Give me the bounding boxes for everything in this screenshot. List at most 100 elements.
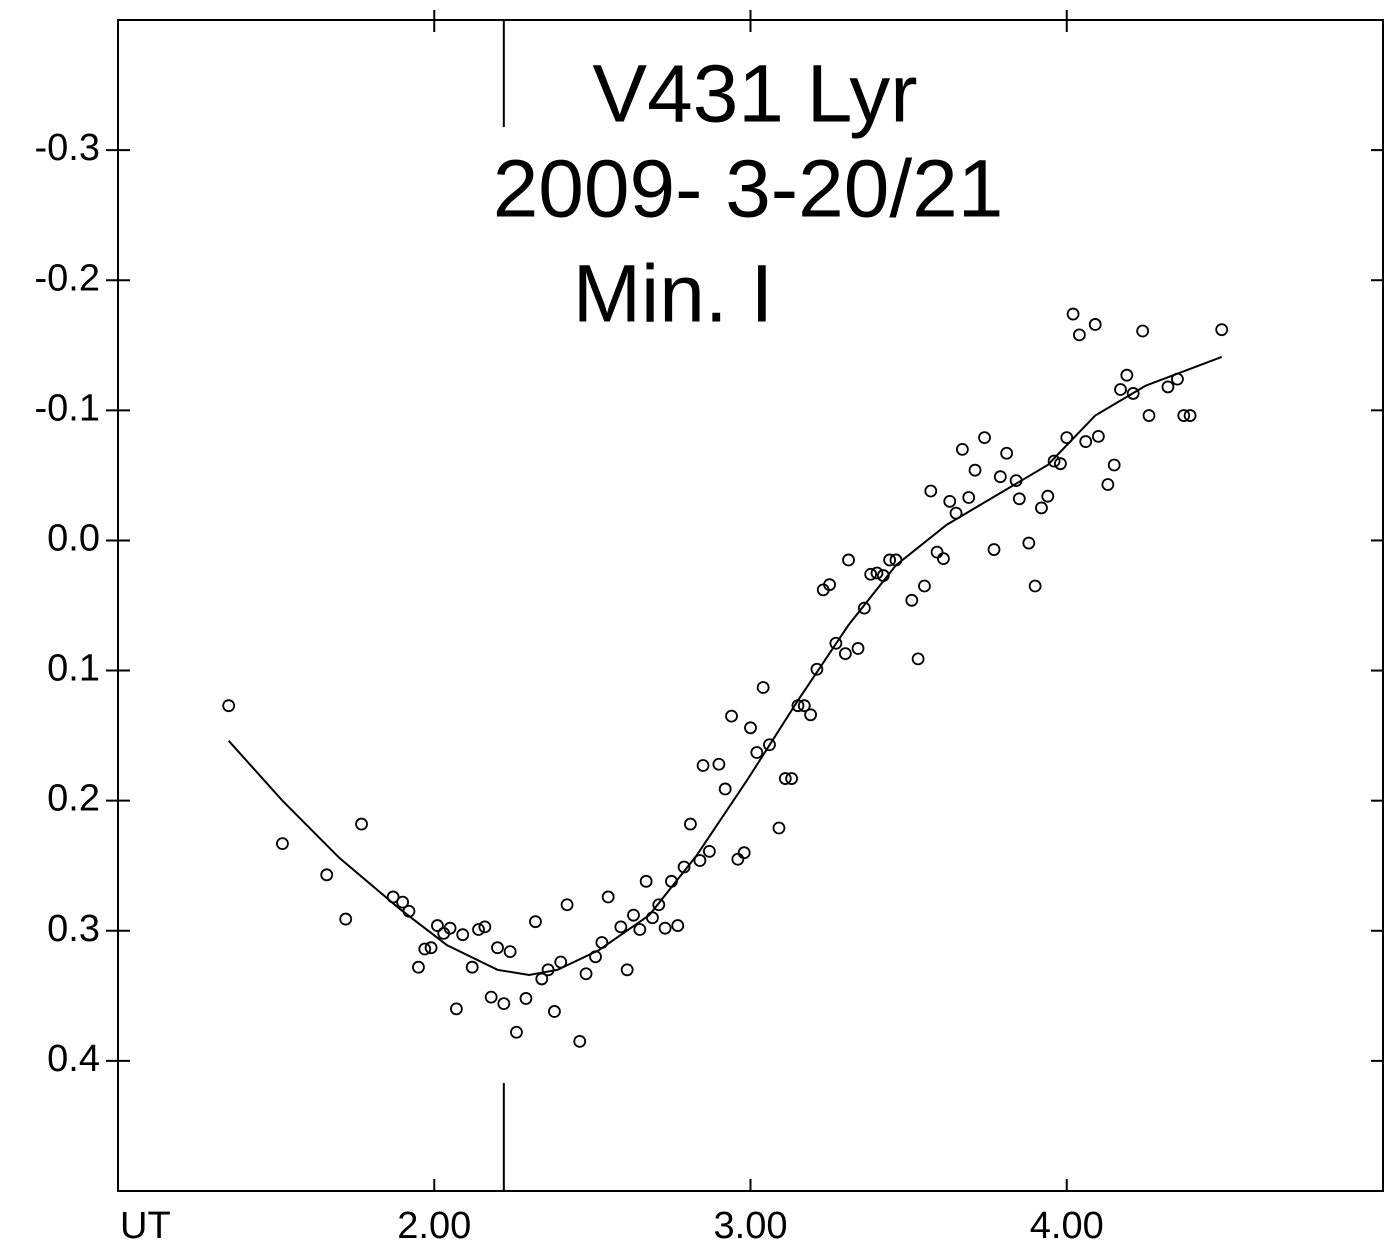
data-point — [601, 890, 615, 904]
data-point — [412, 960, 425, 974]
data-point — [810, 662, 824, 676]
data-point — [1107, 458, 1121, 472]
data-point — [1088, 318, 1102, 331]
y-tick-label: -0.2 — [35, 257, 100, 299]
data-point — [987, 543, 1001, 556]
data-point — [731, 852, 745, 866]
data-point — [639, 874, 653, 888]
data-point — [519, 992, 533, 1005]
y-tick-label: -0.3 — [35, 127, 100, 169]
data-point — [1073, 328, 1086, 342]
data-point — [924, 484, 938, 498]
data-point — [646, 911, 659, 925]
data-point — [772, 821, 786, 835]
data-point — [222, 699, 236, 713]
data-point — [456, 928, 470, 942]
y-tick-label: 0.2 — [47, 778, 100, 820]
data-point — [943, 495, 957, 508]
data-point — [478, 920, 492, 934]
data-point — [785, 772, 799, 785]
data-point — [1054, 457, 1067, 471]
chart-title: V431 Lyr — [592, 49, 917, 140]
data-point — [355, 817, 368, 831]
data-point — [737, 846, 751, 860]
data-point — [1012, 492, 1026, 506]
x-axis-label: UT — [120, 1205, 171, 1247]
data-point — [541, 963, 555, 977]
data-point — [918, 579, 931, 593]
data-point — [1028, 579, 1042, 593]
data-point — [627, 908, 640, 922]
data-point — [491, 941, 504, 955]
y-tick-label: 0.4 — [47, 1038, 100, 1080]
data-point — [620, 963, 634, 977]
data-point — [1120, 368, 1134, 382]
data-point — [548, 1005, 561, 1018]
fit-line — [227, 356, 1223, 977]
data-point — [870, 566, 884, 580]
data-point — [497, 997, 511, 1011]
data-point — [573, 1034, 587, 1048]
data-point — [962, 491, 976, 504]
data-point — [750, 746, 764, 759]
data-point — [1126, 387, 1140, 400]
data-point — [1142, 409, 1156, 422]
data-point — [744, 721, 757, 735]
data-point — [829, 636, 843, 650]
y-tick-label: 0.1 — [47, 648, 100, 690]
data-point — [465, 960, 479, 974]
data-point — [1000, 446, 1014, 460]
x-tick-label: 4.00 — [1030, 1205, 1104, 1247]
data-point — [671, 919, 685, 932]
data-point — [1101, 478, 1115, 491]
data-point — [905, 593, 919, 607]
data-point — [276, 837, 289, 851]
data-point — [851, 642, 865, 655]
data-point — [763, 738, 776, 752]
data-point — [1183, 409, 1197, 422]
x-tick-label: 2.00 — [397, 1205, 471, 1247]
data-point — [443, 921, 457, 935]
data-point — [1035, 501, 1048, 515]
data-point — [1177, 409, 1191, 422]
data-point — [1091, 429, 1105, 443]
data-point — [696, 759, 710, 772]
chart-subtitle: 2009- 3-20/21 — [493, 144, 1004, 235]
data-point — [320, 868, 334, 882]
data-point — [702, 845, 716, 858]
data-point — [472, 923, 485, 936]
data-point — [579, 967, 593, 981]
data-point — [449, 1002, 463, 1016]
data-point — [484, 990, 498, 1004]
data-point — [857, 601, 871, 615]
data-point — [968, 463, 982, 477]
data-point — [658, 921, 672, 935]
data-point — [955, 442, 969, 456]
data-point — [431, 919, 444, 932]
data-point — [937, 552, 950, 566]
data-point — [1022, 536, 1036, 550]
data-point — [823, 578, 836, 592]
y-tick-label: 0.0 — [47, 517, 100, 559]
data-point — [1047, 454, 1061, 468]
data-point — [560, 898, 574, 912]
data-point — [930, 545, 944, 559]
data-point — [1136, 324, 1150, 338]
data-point — [1079, 435, 1093, 448]
data-point — [693, 854, 707, 867]
data-point — [339, 912, 353, 926]
data-point — [842, 553, 855, 567]
data-point — [725, 709, 738, 723]
data-point — [911, 652, 925, 666]
data-point — [804, 708, 817, 722]
y-tick-label: 0.3 — [47, 908, 100, 950]
data-point — [529, 915, 542, 929]
data-point — [883, 553, 897, 567]
data-point — [684, 817, 697, 831]
data-point — [1066, 307, 1080, 321]
data-point — [1041, 489, 1055, 503]
data-point — [614, 920, 628, 934]
data-point — [756, 681, 770, 694]
data-point — [864, 567, 878, 581]
